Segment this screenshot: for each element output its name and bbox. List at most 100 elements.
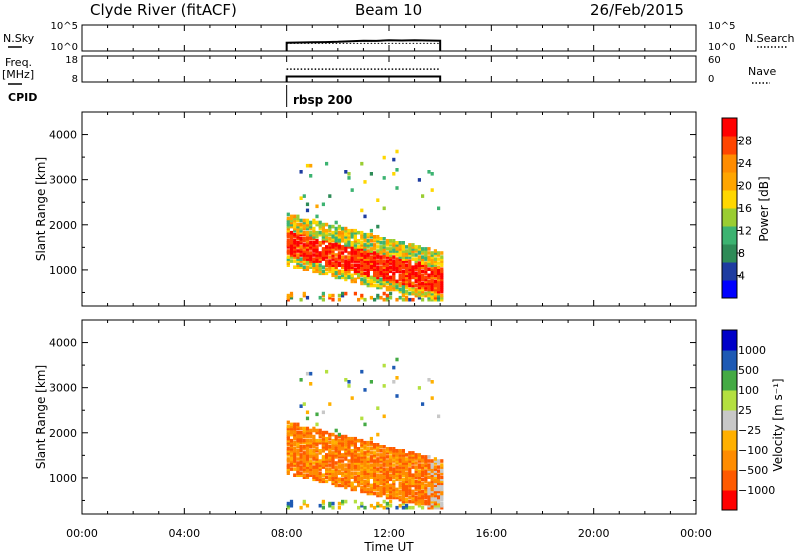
velocity-cell: [289, 424, 294, 429]
power-cell: [373, 259, 377, 263]
velocity-cell: [334, 438, 338, 443]
velocity-cell: [421, 493, 425, 498]
power-cell: [286, 212, 290, 217]
velocity-cell: [392, 463, 396, 467]
velocity-cell: [427, 491, 431, 496]
velocity-cell: [382, 491, 386, 496]
power-cell: [376, 267, 380, 271]
velocity-cell: [366, 471, 370, 475]
power-cell: [379, 279, 383, 284]
velocity-cell: [398, 453, 402, 457]
power-cell: [305, 265, 310, 269]
power-cell: [421, 194, 425, 198]
power-cell: [411, 245, 415, 249]
velocity-cell: [366, 469, 370, 473]
velocity-cell: [366, 461, 370, 465]
power-cell: [341, 291, 345, 296]
power-cell: [417, 245, 421, 249]
power-cell: [414, 293, 418, 298]
velocity-cell: [408, 455, 412, 459]
power-cell: [302, 218, 306, 223]
velocity-cell: [392, 459, 396, 463]
velocity-cell: [293, 428, 297, 433]
power-cell: [302, 226, 306, 231]
power-cell: [433, 271, 437, 276]
power-cell: [341, 230, 345, 235]
velocity-cell: [373, 467, 377, 471]
velocity-cell: [347, 473, 351, 477]
power-cell: [337, 255, 341, 259]
power-cell: [408, 261, 412, 265]
colorbar-segment: [722, 172, 737, 191]
power-cell: [315, 267, 319, 271]
power-cell: [328, 243, 332, 247]
velocity-cell: [440, 477, 444, 482]
velocity-cell: [385, 451, 389, 455]
velocity-cell: [334, 479, 338, 484]
power-cell: [424, 277, 428, 282]
power-cell: [440, 275, 444, 280]
velocity-cell: [293, 473, 297, 477]
velocity-cell: [433, 459, 437, 463]
power-cell: [309, 251, 313, 255]
velocity-cell: [421, 459, 425, 463]
power-cell: [395, 241, 399, 245]
power-cell: [408, 279, 412, 284]
velocity-cell: [302, 475, 306, 479]
power-cell: [318, 241, 322, 245]
velocity-cell: [430, 475, 434, 479]
power-cell: [344, 273, 348, 278]
power-cell: [401, 297, 405, 302]
velocity-cell: [321, 457, 325, 461]
velocity-cell: [302, 453, 306, 457]
power-cell: [305, 239, 310, 243]
power-cell: [347, 237, 351, 241]
power-cell: [347, 243, 351, 247]
velocity-cell: [289, 438, 294, 443]
velocity-cell: [357, 473, 361, 477]
power-cell: [331, 230, 335, 235]
power-cell: [337, 232, 341, 237]
power-cell: [421, 263, 425, 267]
power-cell: [437, 206, 441, 211]
velocity-cell: [440, 475, 444, 479]
power-cell: [309, 237, 313, 241]
power-cell: [341, 232, 345, 237]
power-cell: [437, 251, 441, 255]
power-cell: [289, 230, 294, 235]
power-cell: [315, 235, 319, 239]
colorbar-segment: [722, 280, 737, 299]
velocity-cell: [424, 465, 428, 469]
power-cell: [401, 291, 405, 296]
colorbar-segment: [722, 390, 737, 411]
velocity-cell: [296, 461, 300, 465]
velocity-cell: [366, 475, 370, 479]
power-cell: [398, 295, 402, 300]
power-cell: [427, 281, 431, 286]
velocity-cell: [296, 445, 300, 449]
power-cell: [309, 230, 313, 235]
power-cell: [382, 283, 386, 288]
power-cell: [424, 265, 428, 269]
velocity-cell: [389, 485, 393, 490]
power-cell: [382, 249, 386, 253]
velocity-cell: [299, 457, 303, 461]
x-tick-label: 16:00: [475, 527, 507, 540]
velocity-cell: [437, 489, 441, 494]
power-cell: [405, 257, 409, 261]
velocity-cell: [325, 457, 329, 461]
velocity-cell: [360, 503, 364, 508]
power-cell: [392, 283, 396, 288]
power-cell: [405, 253, 409, 257]
power-cell: [382, 245, 386, 249]
power-cell: [369, 261, 373, 265]
power-cell: [411, 271, 415, 276]
velocity-cell: [331, 443, 335, 447]
velocity-cell: [376, 443, 380, 447]
power-cell: [341, 255, 345, 259]
power-cell: [414, 289, 418, 294]
power-cell: [395, 269, 399, 274]
power-cell: [286, 249, 290, 253]
power-cell: [299, 237, 303, 241]
power-cell: [312, 245, 316, 249]
